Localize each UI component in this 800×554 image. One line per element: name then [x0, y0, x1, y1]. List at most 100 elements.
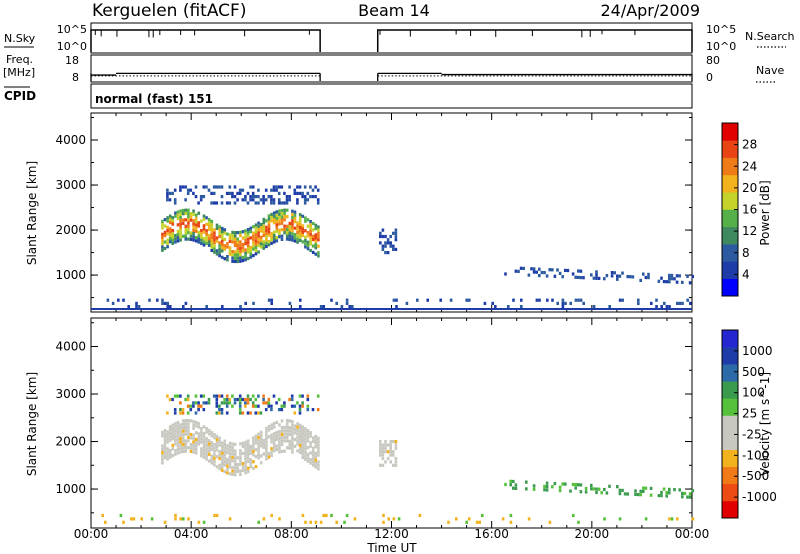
velocity-cell — [309, 434, 312, 438]
power-cell — [171, 235, 175, 239]
velocity-cell — [386, 450, 390, 454]
velocity-cell — [668, 517, 671, 521]
power-cell — [207, 224, 211, 228]
velocity-cell — [202, 448, 206, 453]
power-cell — [207, 240, 211, 244]
velocity-cell — [262, 401, 265, 405]
power-cell — [384, 241, 387, 245]
power-cell — [262, 243, 266, 247]
velocity-cell — [176, 427, 180, 431]
power-cell — [257, 228, 260, 232]
velocity-cell — [691, 517, 695, 521]
power-cell — [571, 272, 575, 276]
velocity-cell — [270, 440, 273, 444]
velocity-cell — [642, 486, 645, 490]
nsky-strip-frame — [90, 22, 693, 54]
velocity-cell — [163, 432, 167, 436]
velocity-cell — [220, 458, 224, 462]
velocity-cell — [592, 487, 596, 491]
velocity-cell — [226, 464, 229, 468]
velocity-cell — [161, 430, 164, 434]
power-cell — [192, 225, 195, 229]
velocity-cell — [293, 444, 297, 448]
velocity-cell — [561, 482, 564, 486]
power-cell — [348, 305, 351, 309]
velocity-cell — [197, 425, 201, 429]
power-cell — [194, 195, 198, 199]
velocity-cell — [171, 433, 175, 437]
freq-strip-frame — [90, 54, 693, 83]
velocity-cell — [384, 440, 387, 444]
power-cell — [668, 273, 671, 277]
velocity-cell — [270, 450, 273, 454]
velocity-cell — [618, 488, 622, 492]
velocity-cell — [213, 456, 216, 460]
velocity-cell — [558, 485, 562, 489]
power-cell — [306, 231, 310, 235]
velocity-cell — [291, 443, 294, 447]
power-cell — [298, 213, 302, 217]
power-cell — [254, 229, 258, 233]
velocity-cell — [249, 458, 253, 462]
power-cell — [168, 220, 172, 225]
power-cell — [111, 301, 115, 305]
velocity-cell — [311, 408, 315, 412]
velocity-cell — [163, 428, 167, 433]
power-cell — [655, 305, 658, 309]
velocity-cell — [166, 454, 169, 458]
power-cell — [278, 231, 281, 236]
power-cell — [548, 268, 551, 272]
velocity-cell — [231, 472, 234, 476]
velocity-cell — [579, 490, 583, 494]
power-cell — [239, 230, 242, 234]
velocity-cell — [642, 489, 645, 493]
power-cell — [220, 255, 224, 259]
velocity-cell — [168, 438, 172, 442]
power-cell — [205, 232, 208, 236]
velocity-colorbar-tick-label: -500 — [742, 469, 769, 483]
velocity-cell — [174, 517, 177, 521]
power-cell — [381, 247, 385, 251]
velocity-cell — [239, 449, 242, 453]
velocity-cell — [213, 436, 216, 440]
power-colorbar-swatch — [722, 192, 738, 210]
velocity-cell — [298, 450, 302, 454]
power-cell — [257, 188, 260, 192]
power-cell — [608, 305, 611, 309]
power-cell — [166, 241, 169, 245]
velocity-cell — [277, 397, 281, 402]
velocity-colorbar-tick-label: 25 — [742, 407, 757, 421]
velocity-cell — [600, 491, 603, 495]
velocity-cell — [389, 450, 392, 454]
velocity-cell — [257, 404, 260, 408]
velocity-cell — [244, 457, 247, 461]
velocity-cell — [184, 429, 188, 433]
power-cell — [379, 231, 382, 235]
power-cell — [200, 241, 203, 246]
velocity-cell — [218, 436, 221, 440]
power-cell — [351, 305, 354, 309]
power-cell — [610, 274, 614, 278]
power-ytick-label: 2000 — [55, 223, 86, 237]
velocity-cell — [291, 420, 294, 424]
power-cell — [241, 230, 245, 234]
power-cell — [389, 234, 392, 239]
velocity-cell — [564, 482, 567, 486]
power-cell — [189, 212, 193, 216]
velocity-cell — [233, 397, 237, 402]
power-cell — [187, 211, 190, 215]
power-cell — [610, 271, 614, 275]
power-cell — [135, 301, 138, 305]
power-cell — [246, 201, 250, 205]
power-cell — [285, 208, 289, 212]
power-cell — [252, 234, 255, 238]
velocity-cell — [475, 520, 479, 524]
velocity-cell — [244, 467, 247, 471]
velocity-cell — [246, 439, 250, 443]
power-cell — [257, 195, 260, 199]
velocity-cell — [257, 520, 260, 524]
velocity-cell — [199, 394, 203, 398]
power-colorbar-swatch — [722, 226, 738, 245]
velocity-cell — [202, 445, 206, 449]
power-cell — [213, 244, 216, 248]
